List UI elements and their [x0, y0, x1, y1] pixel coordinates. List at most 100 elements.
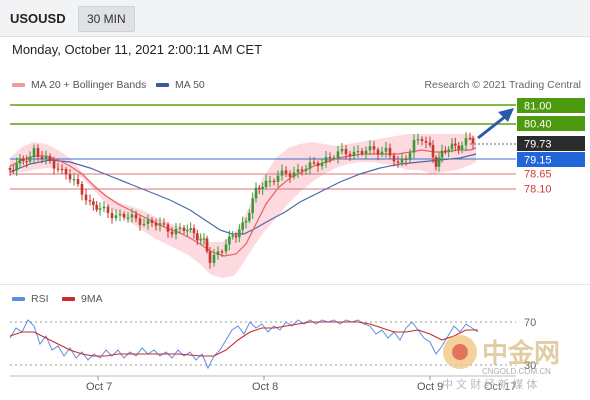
ma20-label: MA 20 + Bollinger Bands [31, 79, 147, 91]
candle-body [189, 228, 192, 230]
candle-body [328, 156, 332, 159]
trend-arrow-line [477, 114, 507, 140]
candle-body [12, 170, 15, 172]
candle-body [450, 143, 454, 150]
price-labels: 81.00 80.40 79.73 79.15 78.65 78.10 [517, 98, 585, 196]
level-tag-1: 80.40 [524, 119, 552, 131]
ma9-swatch [62, 297, 75, 301]
candle-body [340, 148, 344, 152]
candle-body [312, 162, 316, 164]
candle-body [25, 161, 28, 163]
candle-body [199, 239, 202, 241]
candle-body [396, 161, 400, 163]
candle-body [170, 231, 174, 235]
candle-body [447, 149, 450, 152]
pane-divider [0, 284, 590, 285]
candle-body [360, 150, 364, 154]
candle-body [431, 145, 435, 158]
candle-body [80, 184, 84, 195]
candle-body [18, 158, 22, 164]
bollinger-band [10, 134, 476, 278]
candle-body [150, 220, 154, 223]
candle-body [388, 147, 392, 156]
candle-body [22, 158, 25, 162]
toolbar: USOUSD 30 MIN [0, 0, 590, 37]
watermark-name: 中金网 [482, 338, 560, 368]
candle-body [40, 156, 44, 159]
candle-body [380, 151, 384, 155]
trend-arrow-head [498, 108, 514, 122]
candle-body [272, 180, 276, 183]
candle-body [202, 238, 206, 240]
candle-body [392, 155, 396, 162]
candle-body [316, 162, 320, 167]
ma50-label: MA 50 [175, 79, 205, 91]
candle-body [110, 212, 114, 219]
candle-body [324, 156, 328, 164]
candle-body [254, 187, 258, 199]
candle-body [118, 214, 122, 216]
candle-body [457, 145, 460, 150]
candle-body [372, 146, 376, 150]
candle-body [212, 254, 216, 263]
candle-body [130, 214, 134, 218]
rsi-label: RSI [31, 293, 49, 305]
candle-body [162, 223, 166, 225]
candle-body [244, 220, 248, 223]
candle-body [138, 218, 142, 225]
timeframe-button[interactable]: 30 MIN [78, 6, 135, 32]
x-label-1: Oct 8 [252, 381, 278, 393]
candle-body [296, 169, 300, 173]
candle-body [352, 151, 356, 156]
candle-body [251, 198, 254, 214]
copyright: Research © 2021 Trading Central [424, 79, 581, 91]
candle-body [234, 235, 238, 238]
candle-body [261, 187, 264, 190]
candle-body [428, 142, 432, 146]
symbol-label: USOUSD [10, 11, 66, 26]
candle-body [460, 145, 464, 150]
candle-body [376, 149, 380, 155]
rsi-tick-70: 70 [524, 317, 536, 329]
candle-body [264, 180, 268, 188]
rsi-line [9, 319, 479, 370]
candle-body [384, 147, 388, 152]
candle-body [336, 151, 340, 158]
candle-body [356, 150, 360, 153]
candle-body [92, 201, 95, 205]
candle-body [348, 154, 352, 156]
candle-body [208, 251, 212, 263]
candle-body [216, 251, 220, 255]
candle-body [178, 227, 182, 229]
candle-body [228, 236, 231, 245]
candle-body [48, 155, 52, 162]
candle-body [444, 150, 447, 152]
x-label-0: Oct 7 [86, 381, 112, 393]
timestamp: Monday, October 11, 2021 2:00:11 AM CET [12, 42, 263, 57]
candle-body [300, 169, 304, 171]
candle-body [404, 158, 408, 161]
candle-body [88, 200, 92, 202]
candle-body [241, 222, 244, 230]
candle-body [292, 172, 296, 177]
x-label-3: Oct 17 [484, 381, 516, 393]
legend-rsi: RSI [12, 293, 49, 305]
candle-body [146, 220, 150, 224]
candle-body [471, 138, 475, 144]
candle-body [52, 161, 56, 169]
candle-body [205, 238, 209, 252]
candle-body [468, 138, 472, 140]
candle-body [420, 139, 424, 141]
candle-body [68, 174, 72, 180]
candle-body [308, 162, 312, 169]
rsi-tick-30: 30 [524, 360, 536, 372]
candle-body [288, 173, 292, 177]
candle-body [60, 168, 64, 171]
candle-body [464, 138, 468, 146]
candle-body [186, 229, 189, 232]
level-tag-4: 78.65 [524, 169, 552, 181]
candle-body [56, 168, 60, 170]
candle-body [142, 223, 146, 226]
candle-body [412, 140, 416, 153]
level-tag-bg-1 [517, 116, 585, 131]
